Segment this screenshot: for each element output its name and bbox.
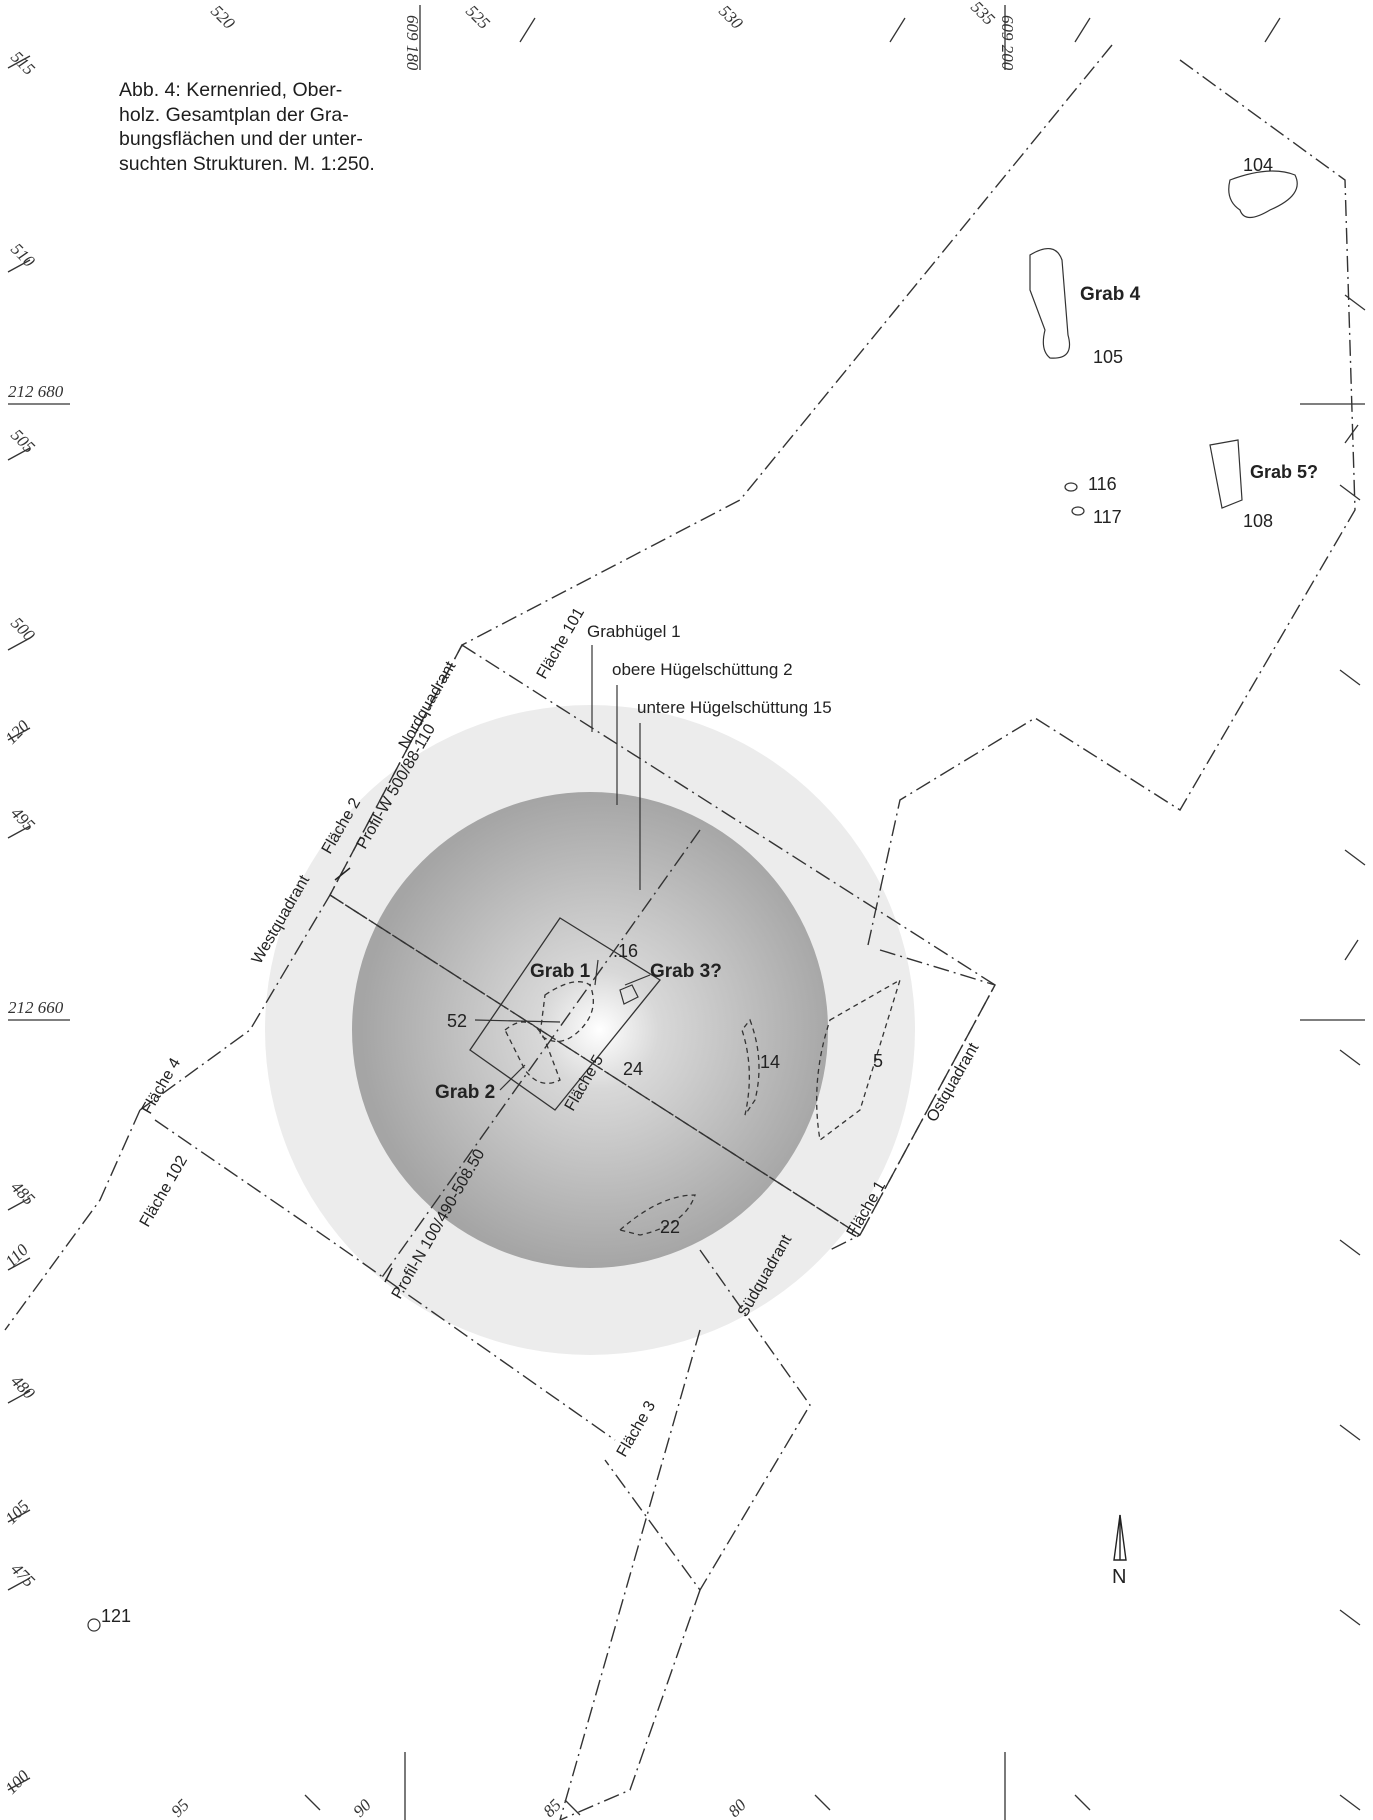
leader-lines xyxy=(474,645,651,1091)
grid-label-525: 525 xyxy=(462,1,493,32)
label-52: 52 xyxy=(447,1011,467,1031)
excavation-boundaries xyxy=(4,44,1356,1820)
feature-outlines xyxy=(87,170,1298,1632)
flaeche-4-boundary xyxy=(4,1109,141,1331)
label-flaeche-101: Fläche 101 xyxy=(534,605,588,682)
grid-label-80: 80 xyxy=(724,1795,750,1820)
caption-line: bungsflächen und der unter- xyxy=(119,128,363,150)
label-grabhuegel-1: Grabhügel 1 xyxy=(587,622,681,641)
label-grab-3: Grab 3? xyxy=(650,961,722,982)
flaeche-101-west-boundary xyxy=(461,44,1113,646)
grid-label-510: 510 xyxy=(7,239,39,271)
profil-w-arrow xyxy=(334,867,351,881)
feature-116-outline xyxy=(1064,482,1078,492)
label-ostquadrant: Ostquadrant xyxy=(924,1040,983,1125)
flaeche-5-box xyxy=(469,917,661,1111)
grab-3-outline xyxy=(619,984,639,1005)
grid-label-515: 515 xyxy=(7,47,38,78)
section-line-ne-sw xyxy=(379,829,701,1281)
feature-105-outline xyxy=(1029,248,1071,359)
label-5: 5 xyxy=(873,1051,883,1071)
label-flaeche-3: Fläche 3 xyxy=(614,1398,659,1460)
grid-label-90: 90 xyxy=(349,1795,375,1820)
label-24: 24 xyxy=(623,1059,643,1079)
feature-104-outline xyxy=(1228,170,1298,219)
nordquadrant-box xyxy=(329,644,996,1236)
grid-label-120: 120 xyxy=(1,716,33,748)
grid-label-520: 520 xyxy=(207,1,239,33)
grid-label-110: 110 xyxy=(1,1240,32,1271)
flaeche-3-west-boundary xyxy=(559,1329,701,1820)
label-grab-2: Grab 2 xyxy=(435,1082,495,1103)
label-untere-huegelschuettung: untere Hügelschüttung 15 xyxy=(637,698,832,717)
grid-label-212660: 212 660 xyxy=(8,998,64,1017)
feature-14-outline xyxy=(741,1018,760,1116)
suedquadrant-box xyxy=(604,1249,811,1592)
flaeche-3-boundary xyxy=(559,1589,701,1820)
grid-label-505: 505 xyxy=(7,425,38,456)
label-grab-5: Grab 5? xyxy=(1250,462,1318,482)
label-22: 22 xyxy=(660,1217,680,1237)
caption-line: Abb. 4: Kernenried, Ober- xyxy=(119,79,343,101)
label-121: 121 xyxy=(101,1606,131,1626)
label-16: .16 xyxy=(613,941,638,961)
flaeche-102-boundary xyxy=(154,1119,616,1441)
mound-inner-circle xyxy=(352,792,828,1268)
feature-108-outline xyxy=(1209,439,1243,509)
grid-label-475: 475 xyxy=(7,1559,38,1590)
label-117: 117 xyxy=(1093,507,1122,527)
caption-line: holz. Gesamtplan der Gra- xyxy=(119,103,349,126)
grid-label-485: 485 xyxy=(7,1177,38,1208)
label-flaeche-4: Fläche 4 xyxy=(139,1055,184,1117)
grid-label-535: 535 xyxy=(967,0,998,29)
grid-label-100: 100 xyxy=(1,1766,33,1798)
grid-label-480: 480 xyxy=(7,1371,39,1403)
label-108: 108 xyxy=(1243,511,1273,531)
label-obere-huegelschuettung: obere Hügelschüttung 2 xyxy=(612,660,793,679)
label-grab-1: Grab 1 xyxy=(530,961,591,982)
grid-ticks xyxy=(7,5,1366,1820)
feature-5-outline xyxy=(816,978,902,1142)
grid-label-105: 105 xyxy=(1,1496,32,1527)
section-line-nw-se xyxy=(329,894,861,1236)
feature-117-outline xyxy=(1071,506,1085,516)
grid-label-500: 500 xyxy=(7,613,39,645)
grab-2-outline xyxy=(504,1021,561,1084)
label-14: 14 xyxy=(760,1052,780,1072)
grid-label-530: 530 xyxy=(715,1,747,33)
flaeche-101-north-boundary xyxy=(867,59,1356,946)
label-grab-4: Grab 4 xyxy=(1080,284,1141,305)
grid-label-609200: 609 200 xyxy=(998,15,1017,71)
grid-label-495: 495 xyxy=(7,803,38,834)
label-104: 104 xyxy=(1243,155,1273,175)
profil-n-arrow xyxy=(384,1267,393,1283)
ostquadrant-box xyxy=(829,949,997,1251)
label-105: 105 xyxy=(1093,347,1123,367)
feature-22-outline xyxy=(618,1194,696,1236)
caption-line: suchten Strukturen. M. 1:250. xyxy=(119,152,375,175)
label-flaeche-102: Fläche 102 xyxy=(137,1153,191,1230)
north-label: N xyxy=(1112,1566,1126,1588)
grab-1-outline xyxy=(539,981,594,1042)
grid-label-95: 95 xyxy=(167,1795,192,1820)
figure-caption: Abb. 4: Kernenried, Ober- holz. Gesamtpl… xyxy=(119,78,419,176)
grid-label-212680: 212 680 xyxy=(8,382,64,401)
label-116: 116 xyxy=(1088,474,1117,494)
grid-label-609180: 609 180 xyxy=(403,15,422,71)
westquadrant-line xyxy=(139,644,463,1111)
feature-121-outline xyxy=(87,1618,101,1632)
north-arrow: N xyxy=(1112,1514,1127,1588)
